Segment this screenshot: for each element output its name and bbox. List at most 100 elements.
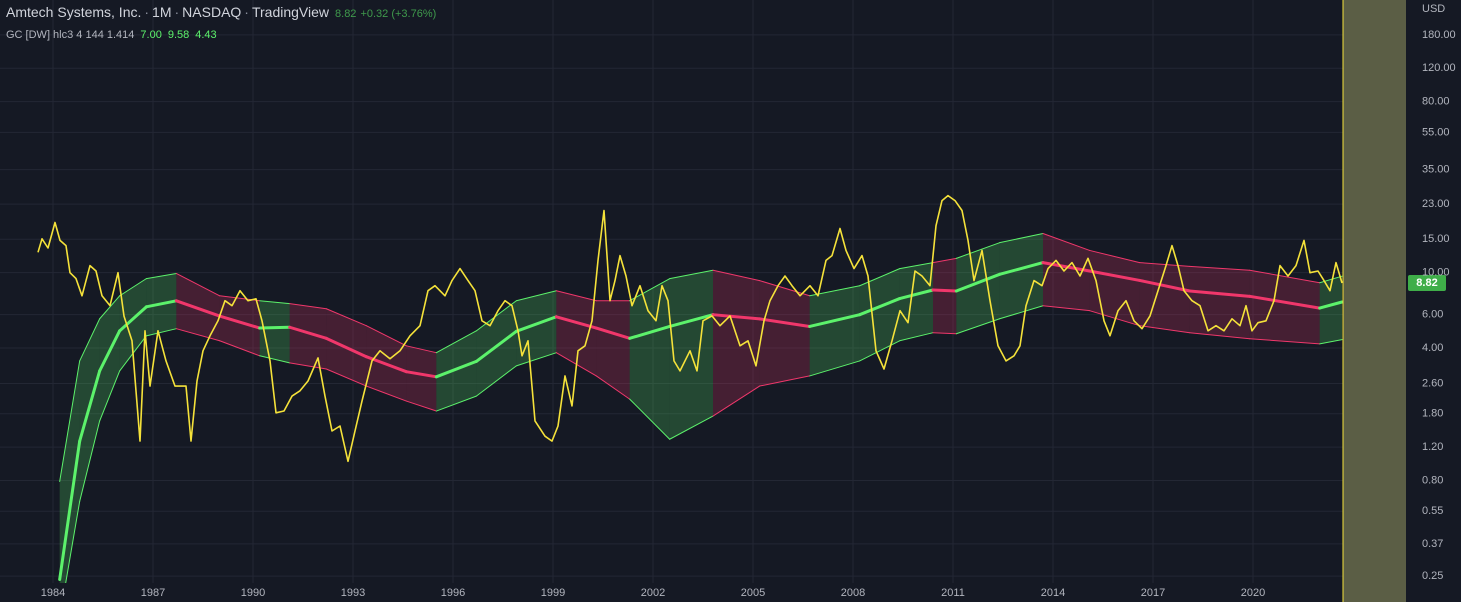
basis-line	[1041, 261, 1092, 273]
basis-line	[98, 329, 122, 373]
band-fill	[713, 270, 760, 417]
basis-line	[1188, 289, 1252, 298]
band-line	[1042, 305, 1091, 312]
band-line	[365, 325, 407, 347]
band-fill	[556, 290, 597, 376]
currency-label: USD	[1422, 3, 1445, 15]
band-line	[555, 290, 597, 302]
basis-line	[668, 313, 715, 328]
band-line	[119, 278, 147, 297]
basis-line	[174, 299, 222, 318]
indicator-row: GC [DW] hlc3 4 144 1.414 7.00 9.58 4.43	[6, 24, 436, 46]
y-tick-label: 35.00	[1422, 163, 1450, 175]
y-tick-label: 2.60	[1422, 377, 1443, 389]
band-fill	[99, 295, 120, 421]
band-line	[515, 290, 557, 302]
band-fill	[406, 345, 437, 412]
grid	[0, 0, 1406, 583]
basis-line	[1088, 269, 1142, 282]
x-tick-label: 2017	[1141, 587, 1165, 599]
basis-line	[218, 314, 262, 330]
y-tick-label: 0.37	[1422, 538, 1443, 550]
band-line	[1042, 232, 1091, 251]
band-line	[435, 330, 477, 354]
axes: USD 180.00 120.00 80.00 55.00 35.00 23.00 15.0…	[41, 3, 1456, 599]
legend-header: Amtech Systems, Inc. · 1M · NASDAQ · TradingVi…	[6, 2, 436, 46]
band-line	[1189, 265, 1251, 271]
band-fill	[629, 278, 670, 440]
band-line	[435, 395, 477, 412]
band-line	[1139, 325, 1191, 334]
band-fill	[596, 300, 630, 400]
y-tick-label: 6.00	[1422, 309, 1443, 321]
basis-line	[404, 370, 438, 379]
band-line	[859, 268, 901, 287]
basis-line	[628, 324, 672, 340]
band-line	[65, 500, 81, 583]
band-line	[899, 332, 934, 342]
plot-area	[37, 194, 1344, 583]
y-tick-label: 0.80	[1422, 474, 1443, 486]
band-fill	[1319, 276, 1342, 344]
band-line	[175, 272, 221, 297]
basis-line	[898, 288, 935, 301]
band-fill	[809, 285, 860, 376]
band-fill	[59, 360, 80, 583]
indicator-value: 4.43	[195, 29, 217, 41]
x-tick-label: 1987	[141, 587, 165, 599]
source: TradingView	[251, 4, 330, 20]
x-tick-label: 2005	[741, 587, 765, 599]
band-line	[1249, 338, 1321, 345]
basis-line	[434, 359, 478, 379]
band-line	[289, 303, 327, 310]
band-line	[859, 340, 901, 362]
price-tag-label: 8.82	[1416, 277, 1437, 289]
band-line	[475, 300, 517, 332]
band-line	[595, 375, 631, 400]
band-fill	[1043, 233, 1090, 311]
band-fill	[956, 242, 1000, 334]
band-line	[259, 300, 291, 305]
highlight-region	[1343, 0, 1406, 602]
band-line	[365, 385, 407, 402]
band-line	[955, 318, 1001, 335]
band-line	[759, 280, 811, 297]
band-line	[1319, 339, 1343, 345]
band-line	[999, 232, 1044, 244]
basis-line	[931, 288, 958, 293]
exchange: NASDAQ	[182, 4, 242, 20]
basis-line	[474, 329, 518, 363]
separator: ·	[144, 4, 150, 20]
y-tick-label: 120.00	[1422, 62, 1456, 74]
band-fill	[1249, 270, 1320, 344]
band-line	[759, 375, 811, 387]
band-fill	[899, 262, 933, 341]
band-line	[712, 385, 761, 417]
band-fill	[119, 278, 147, 371]
band-line	[59, 360, 81, 482]
basis-line	[998, 261, 1045, 276]
interval: 1M	[152, 4, 172, 20]
price-tag	[1408, 274, 1446, 291]
basis-line	[144, 299, 178, 309]
band-line	[515, 352, 557, 367]
band-line	[712, 269, 761, 282]
band-fill	[1139, 262, 1190, 333]
basis-line	[258, 325, 292, 330]
x-tick-label: 2002	[641, 587, 665, 599]
basis-line	[1138, 278, 1192, 293]
band-line	[405, 345, 437, 354]
y-tick-label: 1.80	[1422, 408, 1443, 420]
x-tick-label: 1993	[341, 587, 365, 599]
band-line	[1189, 332, 1251, 340]
x-tick-label: 2014	[1041, 587, 1065, 599]
indicator-value: 7.00	[140, 29, 162, 41]
y-tick-label: 180.00	[1422, 29, 1456, 41]
price-line	[37, 194, 1343, 463]
band-line	[629, 278, 671, 302]
band-line	[1319, 275, 1343, 284]
band-fill	[219, 295, 260, 356]
band-line	[1089, 249, 1141, 264]
